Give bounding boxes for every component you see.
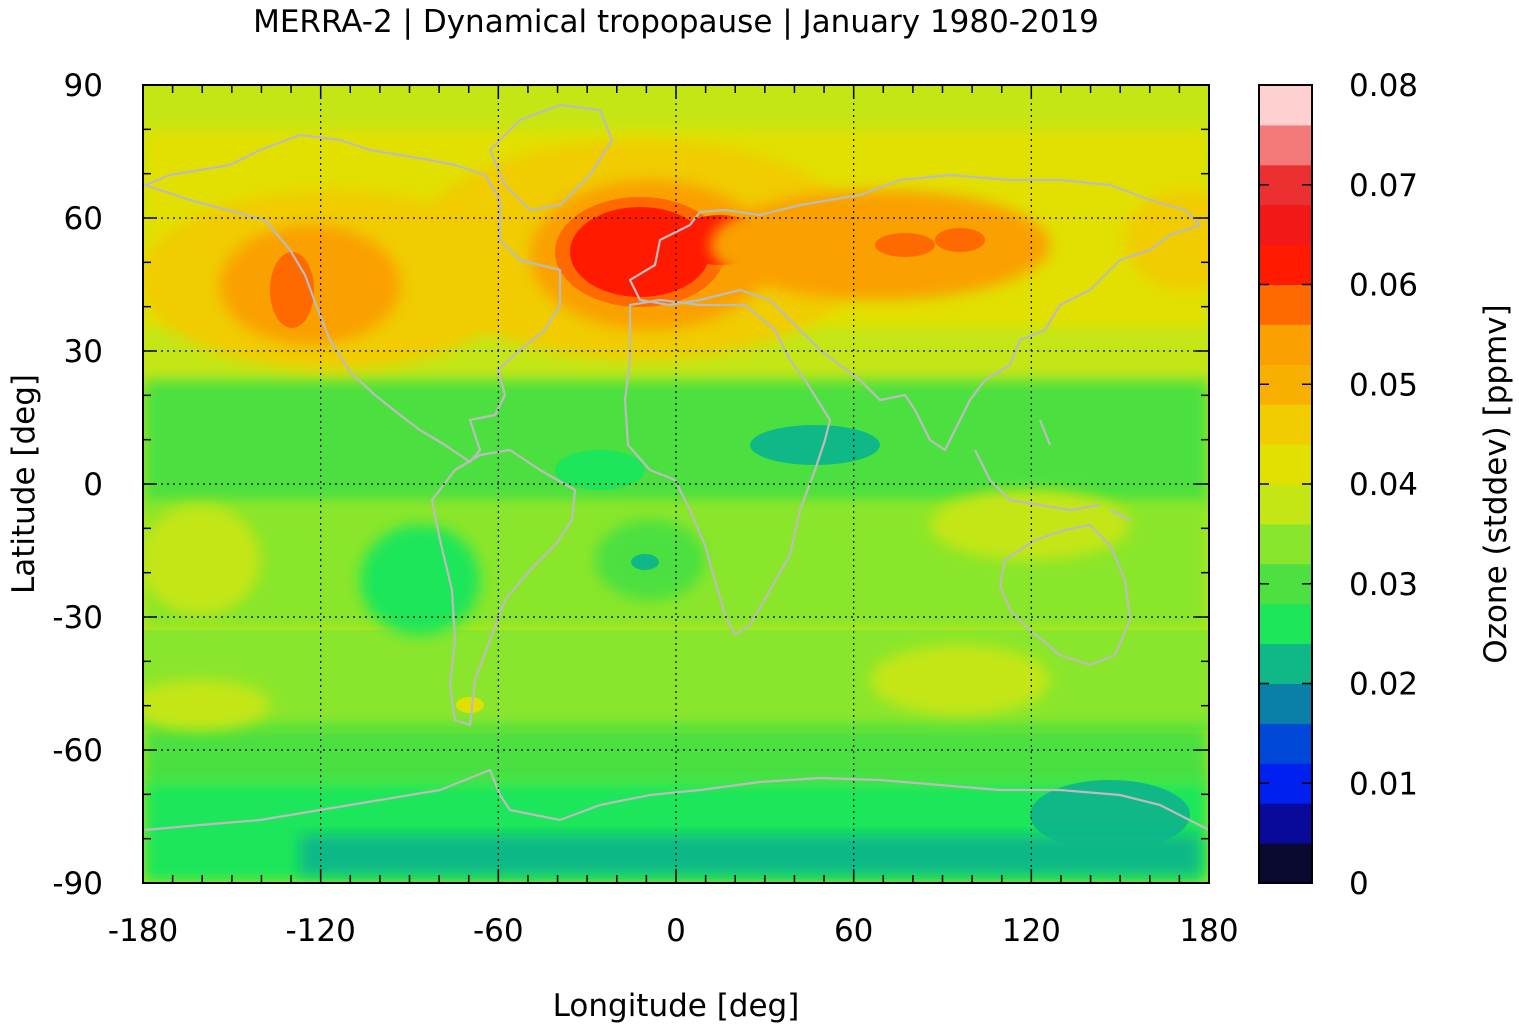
colorbar-segment (1259, 284, 1312, 325)
y-tick-label: -60 (52, 733, 103, 769)
colorbar-tick-label: 0.02 (1349, 667, 1418, 703)
y-tick-label: 0 (83, 467, 103, 503)
x-tick-label: 120 (1002, 913, 1061, 949)
colorbar-label: Ozone (stddev) [ppmv] (1478, 304, 1514, 663)
x-tick-label: -60 (473, 913, 524, 949)
x-tick-label: -180 (108, 913, 178, 949)
y-tick-label: 90 (64, 68, 103, 104)
colorbar-segment (1259, 444, 1312, 485)
colorbar-segment (1259, 803, 1312, 844)
south-america-coast (430, 448, 577, 727)
x-axis-label: Longitude [deg] (553, 988, 800, 1024)
y-axis-label: Latitude [deg] (6, 374, 42, 594)
colorbar-segment (1259, 843, 1312, 884)
colorbar-segment (1259, 85, 1312, 126)
colorbar-tick-label: 0.04 (1349, 467, 1418, 503)
australia-coast (998, 523, 1132, 667)
colorbar-segment (1259, 324, 1312, 365)
colorbar-tick-label: 0.01 (1349, 766, 1418, 802)
colorbar-segment (1259, 404, 1312, 445)
colorbar-segment (1259, 484, 1312, 525)
y-tick-label: -30 (52, 600, 103, 636)
x-tick-label: 180 (1179, 913, 1238, 949)
y-tick-label: 30 (64, 334, 103, 370)
colorbar-tick-label: 0.06 (1349, 268, 1418, 304)
colorbar-segment (1259, 204, 1312, 246)
colorbar-segment (1259, 523, 1312, 565)
colorbar-segment (1259, 124, 1312, 166)
colorbar-segment (1259, 244, 1312, 285)
ozone-field (143, 85, 1209, 883)
coastlines (143, 103, 1209, 832)
colorbar-tick-label: 0.03 (1349, 567, 1418, 603)
greenland-coast (488, 103, 614, 212)
africa-coast (623, 298, 832, 637)
colorbar-tick-label: 0.05 (1349, 367, 1418, 403)
north-america-coast (143, 133, 562, 464)
antarctica-coast (144, 768, 1209, 832)
x-ticks: -180 -120 -60 0 60 120 180 (108, 913, 1239, 949)
x-tick-label: 60 (834, 913, 873, 949)
y-ticks: -90 -60 -30 0 30 60 90 (52, 68, 103, 902)
colorbar-tick-label: 0.08 (1349, 68, 1418, 104)
colorbar-segment (1259, 723, 1312, 764)
x-tick-label: 0 (666, 913, 686, 949)
colorbar-segment (1259, 643, 1312, 684)
x-tick-label: -120 (285, 913, 355, 949)
colorbar (1259, 85, 1312, 884)
y-tick-label: -90 (52, 866, 103, 902)
chart-title: MERRA-2 | Dynamical tropopause | January… (253, 4, 1099, 40)
grid-lines (143, 85, 1209, 883)
minor-ticks (142, 84, 1210, 884)
colorbar-segment (1259, 683, 1312, 724)
colorbar-tick-label: 0 (1349, 866, 1369, 902)
europe-asia-coast (628, 173, 1202, 452)
colorbar-segment (1259, 603, 1312, 645)
se-asia-islands (974, 419, 1131, 521)
colorbar-ticks: 0 0.01 0.02 0.03 0.04 0.05 0.06 0.07 0.08 (1259, 68, 1418, 902)
y-tick-label: 60 (64, 201, 103, 237)
colorbar-tick-label: 0.07 (1349, 168, 1418, 204)
